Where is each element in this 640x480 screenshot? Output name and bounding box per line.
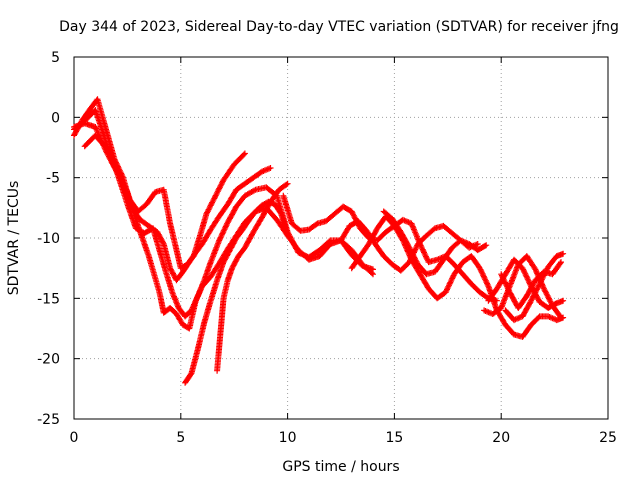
x-tick-label: 5	[176, 430, 185, 446]
series-track-5	[182, 198, 291, 386]
series-markers	[380, 208, 490, 278]
y-tick-labels: -25 -20 -15 -10 -5 0 5	[37, 50, 60, 428]
axis-ticks	[73, 56, 609, 420]
x-tick-label: 15	[385, 430, 403, 446]
y-tick-label: -25	[37, 412, 60, 428]
series-markers	[214, 180, 291, 374]
x-tick-label: 25	[599, 430, 617, 446]
chart-title: Day 344 of 2023, Sidereal Day-to-day VTE…	[59, 19, 619, 35]
x-tick-labels: 0 5 10 15 20 25	[70, 430, 617, 446]
y-tick-label: -20	[37, 352, 60, 368]
x-axis-label: GPS time / hours	[282, 459, 399, 475]
series-track-10	[380, 208, 490, 278]
x-tick-label: 10	[279, 430, 297, 446]
data-series	[71, 96, 567, 386]
x-tick-label: 0	[70, 430, 79, 446]
y-tick-label: -10	[37, 231, 60, 247]
y-tick-label: 0	[51, 110, 60, 126]
series-track-14	[502, 250, 567, 324]
series-track-6	[214, 180, 291, 374]
y-axis-label: SDTVAR / TECUs	[6, 181, 22, 296]
y-tick-label: -5	[46, 171, 60, 187]
y-tick-label: 5	[51, 50, 60, 66]
series-markers	[502, 250, 567, 324]
series-markers	[182, 198, 291, 386]
x-tick-label: 20	[492, 430, 510, 446]
y-tick-label: -15	[37, 291, 60, 307]
